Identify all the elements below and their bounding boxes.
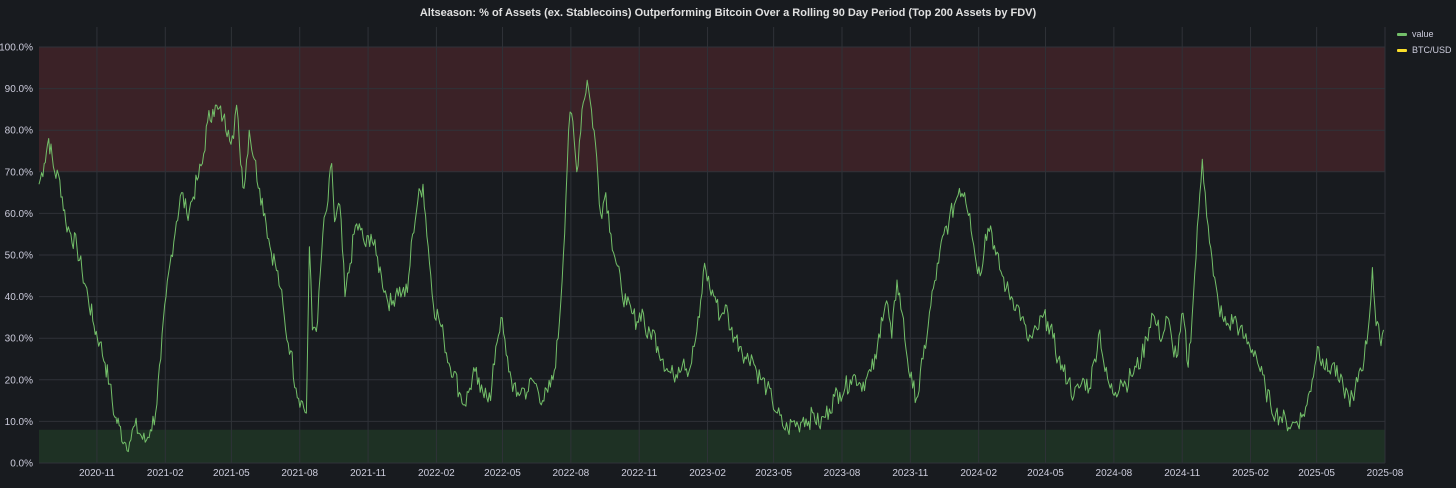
x-tick-label: 2021-02 [147, 468, 184, 479]
y-tick-label: 50.0% [5, 251, 33, 262]
legend-label[interactable]: value [1412, 29, 1434, 39]
y-tick-label: 10.0% [5, 417, 33, 428]
legend-label[interactable]: BTC/USD [1412, 45, 1452, 55]
legend-swatch [1397, 33, 1407, 36]
y-tick-label: 40.0% [5, 292, 33, 303]
y-tick-label: 60.0% [5, 209, 33, 220]
threshold-bands [39, 47, 1385, 463]
x-tick-label: 2021-11 [350, 468, 386, 479]
chart-title: Altseason: % of Assets (ex. Stablecoins)… [420, 7, 1037, 19]
y-tick-label: 70.0% [5, 167, 33, 178]
y-tick-label: 90.0% [5, 84, 33, 95]
band-0 [39, 47, 1385, 172]
y-tick-label: 0.0% [10, 459, 33, 470]
x-tick-label: 2020-11 [79, 468, 115, 479]
x-tick-label: 2023-02 [689, 468, 726, 479]
x-tick-label: 2023-05 [755, 468, 792, 479]
x-tick-label: 2024-05 [1027, 468, 1064, 479]
x-axis-ticks: 2020-11 2021-02 2021-05 2021-08 2021-11 2022-… [79, 468, 1404, 479]
x-tick-label: 2022-08 [553, 468, 590, 479]
y-tick-label: 80.0% [5, 126, 33, 137]
x-tick-label: 2024-08 [1096, 468, 1133, 479]
y-tick-label: 30.0% [5, 334, 33, 345]
x-tick-label: 2022-11 [621, 468, 657, 479]
legend: value BTC/USD [1397, 29, 1452, 55]
y-axis-ticks: 0.0% 10.0% 20.0% 30.0% 40.0% 50.0% 60.0% 70.0% 8… [0, 43, 33, 470]
x-tick-label: 2024-11 [1164, 468, 1200, 479]
x-tick-label: 2025-05 [1298, 468, 1335, 479]
y-tick-label: 20.0% [5, 375, 33, 386]
x-tick-label: 2022-02 [418, 468, 455, 479]
gridlines [39, 27, 1386, 464]
legend-swatch [1397, 49, 1407, 52]
x-tick-label: 2021-05 [213, 468, 250, 479]
x-tick-label: 2022-05 [484, 468, 521, 479]
x-tick-label: 2025-08 [1367, 468, 1404, 479]
x-tick-label: 2023-11 [892, 468, 928, 479]
x-tick-label: 2023-08 [824, 468, 861, 479]
band-1 [39, 429, 1385, 463]
series-lines [38, 79, 1384, 453]
series-line-value [38, 79, 1384, 453]
y-tick-label: 100.0% [0, 43, 33, 54]
x-tick-label: 2021-08 [281, 468, 318, 479]
x-tick-label: 2024-02 [960, 468, 997, 479]
x-tick-label: 2025-02 [1232, 468, 1269, 479]
